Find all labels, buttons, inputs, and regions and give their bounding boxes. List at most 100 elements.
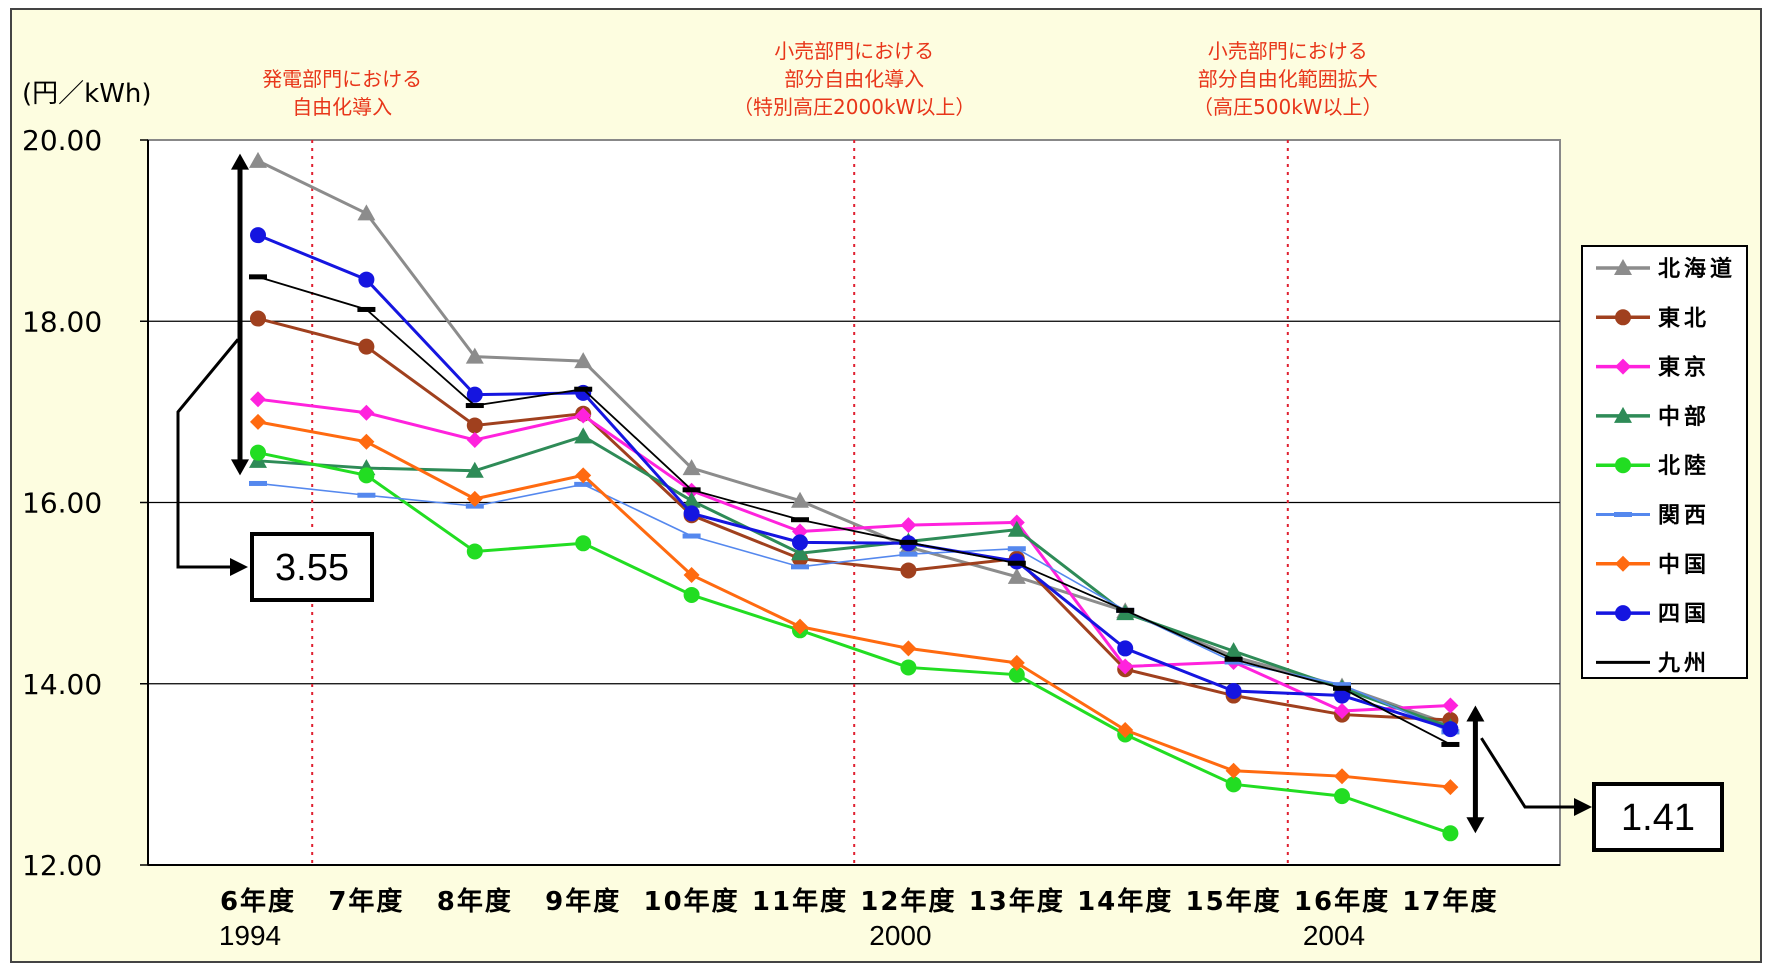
- point-8-2: [465, 403, 484, 409]
- series-line-4: [257, 451, 1451, 835]
- point-8-6: [899, 539, 918, 545]
- legend-marker-2: [1615, 358, 1631, 375]
- x-tick-label-1: 7年度: [328, 886, 404, 917]
- point-5-9: [1224, 659, 1243, 665]
- point-3-2: [465, 461, 484, 478]
- series-line-8: [257, 275, 1451, 746]
- point-8-9: [1224, 656, 1243, 662]
- legend-label-4: 北陸: [1658, 453, 1710, 479]
- year-label-2: 2004: [1303, 920, 1365, 951]
- series-6: [250, 413, 1459, 796]
- point-2-10: [1334, 702, 1350, 719]
- y-tick-label-4: 12.00: [22, 849, 102, 882]
- point-7-5: [792, 534, 808, 551]
- callout-arrow-top-1: [1466, 705, 1485, 722]
- point-4-9: [1225, 776, 1242, 793]
- point-7-4: [683, 505, 700, 522]
- point-6-6: [900, 640, 917, 657]
- series-line-0: [257, 159, 1451, 726]
- legend-label-1: 東北: [1658, 306, 1710, 331]
- x-tick-label-11: 17年度: [1402, 886, 1498, 917]
- point-8-10: [1333, 685, 1351, 691]
- point-0-7: [1007, 567, 1026, 584]
- x-tick-label-6: 12年度: [860, 886, 956, 917]
- point-4-10: [1334, 788, 1350, 805]
- callout-arrow-top-0: [231, 153, 249, 170]
- series-line-5: [257, 482, 1451, 733]
- point-1-0: [250, 310, 266, 327]
- x-tick-label-3: 9年度: [545, 886, 621, 917]
- series-line-7: [257, 233, 1451, 731]
- y-tick-label-2: 16.00: [22, 487, 102, 520]
- series-line-1: [257, 317, 1451, 722]
- callout-value-1: 1.41: [1621, 797, 1695, 839]
- point-4-7: [1008, 666, 1025, 683]
- legend-marker-7: [1615, 605, 1631, 622]
- point-5-4: [682, 533, 701, 539]
- legend-marker-4: [1615, 457, 1631, 474]
- x-axis-ticks: 6年度 7年度 8年度 9年度 10年度 11年度 12年度 13年度 14年度 15年度 16年度…: [220, 886, 1498, 917]
- event-text-2-0: 小売部門における: [1208, 39, 1368, 63]
- point-5-7: [1007, 546, 1026, 552]
- series-line-6: [257, 420, 1451, 789]
- point-4-1: [358, 467, 375, 484]
- point-0-5: [791, 491, 809, 508]
- x-tick-label-2: 8年度: [437, 886, 513, 917]
- series-line-2: [257, 397, 1451, 713]
- x-tick-label-0: 6年度: [220, 886, 296, 917]
- callout-box-1: [1592, 782, 1724, 852]
- x-tick-label-10: 16年度: [1294, 886, 1390, 917]
- event-text-1-1: 部分自由化導入: [784, 67, 924, 91]
- x-tick-label-4: 10年度: [644, 886, 740, 917]
- y-tick-label-3: 14.00: [22, 668, 102, 701]
- series-7: [250, 227, 1459, 738]
- x-tick-label-7: 13年度: [969, 886, 1065, 917]
- point-6-8: [1117, 721, 1134, 738]
- callout-leader-arrow-1: [1574, 798, 1592, 816]
- point-1-6: [900, 562, 917, 579]
- series-4: [250, 444, 1459, 842]
- point-7-2: [466, 386, 483, 403]
- point-7-9: [1225, 683, 1242, 699]
- event-text-1-0: 小売部門における: [774, 39, 934, 63]
- point-8-0: [249, 274, 267, 280]
- point-3-4: [682, 491, 701, 508]
- x-tick-label-5: 11年度: [752, 886, 848, 917]
- point-8-11: [1441, 741, 1460, 747]
- point-5-3: [574, 481, 593, 487]
- point-0-4: [682, 459, 701, 476]
- legend-label-6: 中国: [1658, 553, 1710, 578]
- callout-leader-1: [1480, 737, 1575, 809]
- point-8-1: [357, 306, 376, 312]
- point-8-7: [1007, 560, 1026, 566]
- series-line-3: [257, 434, 1451, 729]
- point-6-1: [358, 433, 375, 450]
- point-4-3: [575, 535, 592, 552]
- point-4-4: [683, 586, 700, 603]
- event-text-1-2: （特別高圧2000kW以上）: [733, 95, 975, 119]
- year-labels: 1994 2000 2004: [219, 920, 1365, 951]
- point-6-5: [792, 618, 808, 635]
- legend-marker-1: [1615, 309, 1631, 326]
- point-7-0: [250, 227, 266, 244]
- point-6-10: [1334, 768, 1350, 785]
- point-7-8: [1117, 640, 1134, 657]
- data-series: [249, 151, 1460, 842]
- point-6-0: [250, 413, 266, 430]
- year-label-0: 1994: [219, 920, 281, 951]
- legend-marker-6: [1615, 555, 1631, 572]
- point-1-2: [466, 417, 483, 434]
- callout-leader-arrow-0: [230, 558, 248, 576]
- point-6-9: [1225, 762, 1242, 779]
- legend-label-8: 九州: [1657, 651, 1710, 676]
- y-tick-label-1: 18.00: [22, 305, 102, 338]
- point-2-2: [466, 431, 483, 448]
- point-6-7: [1008, 654, 1025, 671]
- legend-label-0: 北海道: [1658, 256, 1736, 282]
- point-4-6: [900, 659, 917, 676]
- legend-label-2: 東京: [1658, 355, 1710, 381]
- legend-label-7: 四国: [1658, 602, 1710, 627]
